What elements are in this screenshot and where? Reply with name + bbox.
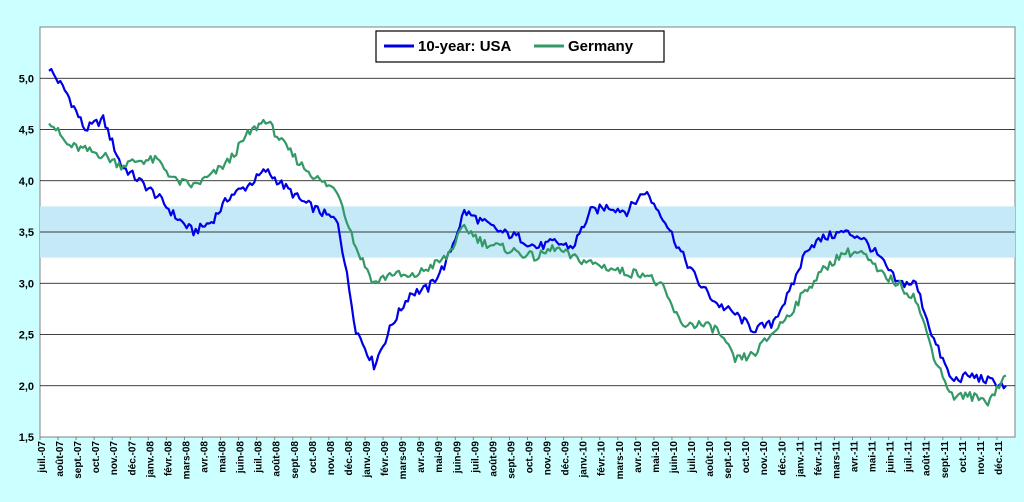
x-tick-label: oct.-10 [741, 441, 752, 474]
x-tick-label: avr.-08 [200, 441, 211, 473]
x-tick-label: avr.-10 [633, 441, 644, 473]
x-tick-label: sept.-09 [506, 441, 517, 479]
x-tick-label: août-09 [488, 441, 499, 477]
x-tick-label: oct.-07 [91, 441, 102, 474]
x-tick-label: mai-08 [218, 441, 229, 473]
x-tick-label: avr.-11 [850, 441, 861, 473]
x-tick-label: avr.-09 [416, 441, 427, 473]
y-tick-label: 2,5 [19, 330, 34, 342]
x-tick-label: déc.-09 [561, 441, 572, 476]
x-tick-label: juin-11 [886, 441, 897, 474]
x-tick-label: mars-08 [181, 441, 192, 480]
y-tick-label: 3,0 [19, 278, 34, 290]
legend-label-usa: 10-year: USA [418, 38, 512, 55]
x-tick-label: oct.-09 [525, 441, 536, 474]
gridlines [40, 77, 1015, 387]
x-tick-label: juin-09 [452, 441, 463, 475]
y-tick-label: 5,0 [19, 73, 34, 85]
x-tick-label: juil.-11 [904, 441, 915, 474]
y-tick-label: 3,5 [19, 227, 34, 239]
x-tick-label: mai-11 [868, 441, 879, 473]
x-tick-label: mars-11 [831, 441, 842, 479]
y-tick-label: 4,5 [19, 125, 34, 137]
series-line-usa [48, 67, 1007, 390]
x-tick-label: sept.-11 [940, 441, 951, 479]
x-tick-label: août-11 [922, 441, 933, 476]
series-line-germany [48, 118, 1007, 407]
x-tick-label: févr.-09 [380, 441, 391, 476]
x-tick-label: mars-10 [615, 441, 626, 480]
series-lines [48, 67, 1007, 407]
x-tick-label: juil.-08 [254, 441, 265, 474]
x-tick-label: janv.-08 [145, 441, 156, 479]
x-tick-label: nov.-08 [326, 441, 337, 476]
x-tick-label: oct.-08 [308, 441, 319, 474]
x-tick-label: mai-09 [434, 441, 445, 473]
x-tick-label: mai-10 [651, 441, 662, 473]
y-tick-label: 2,0 [19, 381, 34, 393]
x-tick-label: août-07 [55, 441, 66, 477]
x-tick-label: juil.-09 [470, 441, 481, 474]
y-axis: 1,5 2,0 2,5 3,0 3,5 4,0 4,5 5,0 [19, 73, 34, 444]
legend-label-germany: Germany [568, 38, 634, 55]
legend-box [375, 30, 665, 63]
x-tick-label: févr.-11 [813, 441, 824, 476]
x-tick-label: juin-10 [669, 441, 680, 475]
x-tick-label: juil.-07 [37, 441, 48, 474]
x-axis: juil.-07 août-07 sept.-07 oct.-07 nov.-07 déc… [37, 437, 1005, 479]
x-tick-label: sept.-10 [723, 441, 734, 479]
x-tick-label: févr.-08 [163, 441, 174, 476]
x-tick-label: nov.-07 [109, 441, 120, 476]
x-tick-label: août-08 [272, 441, 283, 477]
x-tick-label: janv.-10 [579, 441, 590, 479]
x-tick-label: juil.-10 [687, 441, 698, 474]
x-tick-label: déc.-11 [994, 441, 1005, 475]
x-tick-label: mars-09 [398, 441, 409, 480]
y-tick-label: 4,0 [19, 176, 34, 188]
x-tick-label: déc.-08 [344, 441, 355, 476]
x-tick-label: sept.-07 [73, 441, 84, 479]
x-tick-label: févr.-10 [597, 441, 608, 476]
x-tick-label: oct.-11 [958, 441, 969, 473]
x-tick-label: juin-08 [236, 441, 247, 475]
x-tick-label: nov.-09 [543, 441, 554, 476]
y-tick-label: 1,5 [19, 432, 34, 444]
x-tick-label: déc.-10 [777, 441, 788, 476]
x-tick-label: janv.-09 [362, 441, 373, 479]
x-tick-label: sept.-08 [290, 441, 301, 479]
x-tick-label: nov.-10 [759, 441, 770, 476]
legend: 10-year: USA Germany [375, 30, 665, 63]
x-tick-label: janv.-11 [795, 441, 806, 478]
x-tick-label: déc.-07 [127, 441, 138, 476]
x-tick-label: août-10 [705, 441, 716, 477]
x-tick-label: nov.-11 [976, 441, 987, 475]
